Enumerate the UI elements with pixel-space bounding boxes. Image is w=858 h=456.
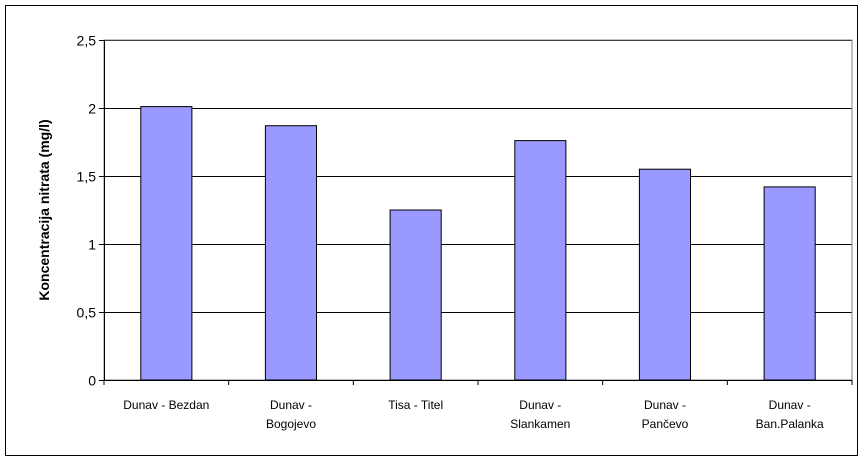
bar: [638, 168, 692, 381]
x-category-label: Bogojevo: [266, 417, 316, 431]
axes: [99, 40, 853, 385]
x-category-labels: Dunav - Bezdan Dunav - Bogojevo Tisa - Tite…: [123, 398, 824, 431]
gridlines: [104, 40, 852, 313]
y-tick-labels: 0 0,5 1 1,5 2 2,5: [77, 33, 97, 389]
x-category-label: Dunav -: [644, 398, 686, 412]
y-tick-label: 0: [88, 373, 96, 389]
bar: [140, 106, 193, 381]
bars: [140, 106, 816, 381]
x-category-label: Tisa - Titel: [388, 398, 443, 412]
x-category-label: Slankamen: [510, 417, 570, 431]
y-tick-label: 1: [88, 237, 96, 253]
x-category-label: Dunav -: [519, 398, 561, 412]
y-axis-label: Koncentracija nitrata (mg/l): [36, 119, 52, 300]
x-category-label: Dunav -: [769, 398, 811, 412]
x-category-label: Pančevo: [642, 417, 689, 431]
y-tick-label: 1,5: [77, 169, 97, 185]
bar: [514, 140, 567, 381]
bar: [389, 209, 442, 381]
y-tick-label: 2: [88, 101, 96, 117]
x-category-label: Ban.Palanka: [756, 417, 824, 431]
plot-area-border: [103, 39, 853, 381]
bar: [264, 125, 317, 381]
x-category-label: Dunav -: [270, 398, 312, 412]
y-tick-label: 0,5: [77, 305, 97, 321]
y-tick-label: 2,5: [77, 33, 97, 49]
x-category-label: Dunav - Bezdan: [123, 398, 209, 412]
bar: [763, 186, 816, 381]
